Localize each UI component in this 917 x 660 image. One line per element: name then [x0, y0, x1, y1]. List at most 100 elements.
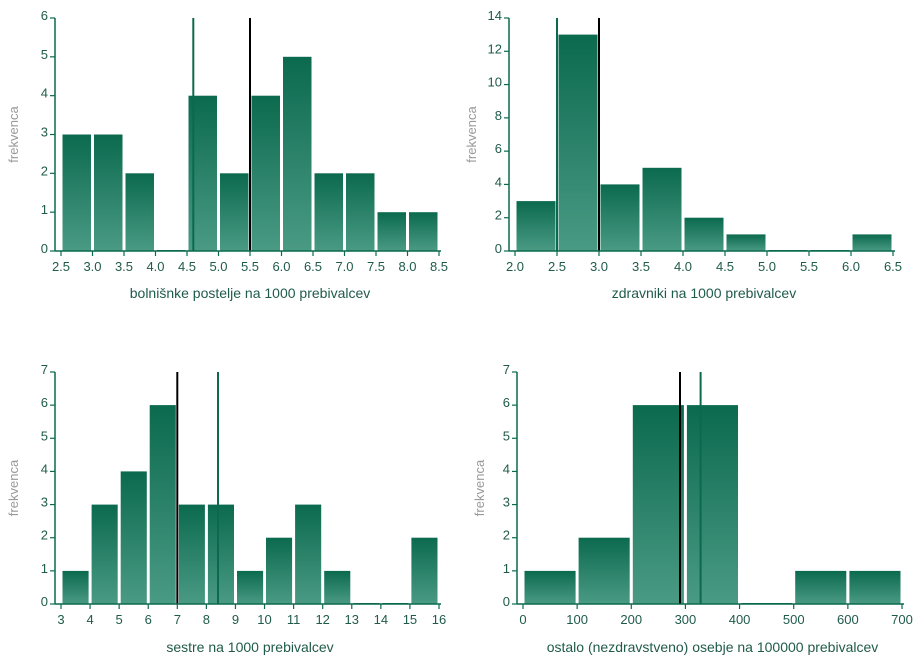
histogram-bar	[62, 134, 91, 251]
histogram-bar	[684, 217, 724, 251]
y-axis-title: frekvenca	[464, 106, 479, 163]
y-tick-label: 7	[503, 362, 510, 377]
x-tick-label: 8	[203, 612, 210, 627]
histogram-bar	[120, 471, 147, 604]
histogram-bar	[516, 201, 556, 251]
x-tick-label: 100	[566, 612, 588, 627]
y-tick-label: 5	[41, 428, 48, 443]
histogram-bar	[207, 504, 234, 604]
x-tick-label: 4.0	[674, 259, 692, 274]
y-tick-label: 1	[503, 561, 510, 576]
histogram-bar	[314, 173, 343, 251]
y-tick-label: 1	[41, 202, 48, 217]
y-tick-label: 4	[495, 174, 502, 189]
histogram-bar	[125, 173, 154, 251]
x-tick-label: 3.5	[115, 259, 133, 274]
x-tick-label: 7.5	[367, 259, 385, 274]
histogram-bar	[62, 570, 89, 604]
histogram-bar	[149, 405, 176, 604]
histogram-bar	[91, 504, 118, 604]
x-tick-label: 6.5	[304, 259, 322, 274]
y-tick-label: 1	[41, 561, 48, 576]
histogram-bar	[324, 570, 351, 604]
y-tick-label: 0	[41, 594, 48, 609]
y-tick-label: 3	[41, 125, 48, 140]
histogram-bar	[600, 184, 640, 251]
x-axis-title: ostalo (nezdravstveno) osebje na 100000 …	[547, 639, 879, 655]
x-tick-label: 2.0	[506, 259, 524, 274]
y-tick-label: 6	[495, 141, 502, 156]
histogram-bar	[411, 537, 438, 604]
x-tick-label: 15	[403, 612, 417, 627]
x-axis-title: zdravniki na 1000 prebivalcev	[612, 285, 796, 301]
y-tick-label: 5	[41, 47, 48, 62]
histogram-bar	[726, 234, 766, 251]
x-tick-label: 4.5	[178, 259, 196, 274]
x-tick-label: 2.5	[548, 259, 566, 274]
x-tick-label: 500	[783, 612, 805, 627]
x-tick-label: 700	[891, 612, 913, 627]
y-tick-label: 6	[503, 395, 510, 410]
x-tick-label: 8.5	[430, 259, 448, 274]
histogram-bar	[237, 570, 264, 604]
y-tick-label: 0	[503, 594, 510, 609]
x-tick-label: 10	[257, 612, 271, 627]
x-tick-label: 5.0	[758, 259, 776, 274]
histogram-bar	[849, 570, 901, 604]
y-tick-label: 8	[495, 108, 502, 123]
histogram-bar	[409, 212, 438, 251]
x-axis-title: sestre na 1000 prebivalcev	[166, 639, 333, 655]
y-tick-label: 6	[41, 395, 48, 410]
y-tick-label: 2	[41, 528, 48, 543]
histogram-bar	[283, 56, 312, 251]
x-tick-label: 6.5	[884, 259, 902, 274]
y-tick-label: 3	[41, 495, 48, 510]
x-tick-label: 12	[315, 612, 329, 627]
x-tick-label: 6.0	[272, 259, 290, 274]
y-tick-label: 4	[503, 461, 510, 476]
x-tick-label: 300	[675, 612, 697, 627]
histogram-bar	[686, 405, 738, 604]
histogram-bar	[266, 537, 293, 604]
x-tick-label: 3.5	[632, 259, 650, 274]
histogram-bar	[578, 537, 630, 604]
histogram-bar	[220, 173, 249, 251]
histogram-panel-4: 0 1 2 3 4 5 6 7 0 100 200 300 400 500 600 700 ostalo (ne…	[472, 362, 913, 655]
x-tick-label: 4.0	[146, 259, 164, 274]
y-tick-label: 6	[41, 8, 48, 23]
histogram-bar	[346, 173, 375, 251]
x-tick-label: 11	[287, 612, 301, 627]
y-tick-label: 5	[503, 428, 510, 443]
x-tick-label: 13	[345, 612, 359, 627]
y-tick-label: 10	[488, 75, 502, 90]
y-tick-label: 2	[503, 528, 510, 543]
histogram-bar	[852, 234, 892, 251]
x-tick-label: 5.5	[800, 259, 818, 274]
histogram-bar	[94, 134, 123, 251]
x-tick-label: 3	[57, 612, 64, 627]
x-tick-label: 3.0	[83, 259, 101, 274]
y-tick-label: 2	[495, 208, 502, 223]
x-tick-label: 3.0	[590, 259, 608, 274]
histogram-panel-1: 0 1 2 3 4 5 6 2.5 3.0 3.5 4.0 4.5 5.0 5.5 6.0 6.5 7.0 7.5…	[6, 8, 448, 301]
x-tick-label: 5	[116, 612, 123, 627]
y-tick-label: 0	[41, 241, 48, 256]
x-tick-label: 400	[729, 612, 751, 627]
x-tick-label: 200	[620, 612, 642, 627]
y-tick-label: 4	[41, 461, 48, 476]
y-axis-title: frekvenca	[472, 459, 487, 516]
x-axis-title: bolnišnke postelje na 1000 prebivalcev	[130, 285, 371, 301]
x-tick-label: 7	[174, 612, 181, 627]
x-tick-label: 4	[86, 612, 93, 627]
histogram-bar	[251, 95, 280, 251]
histogram-bar	[632, 405, 684, 604]
y-tick-label: 3	[503, 495, 510, 510]
y-axis-title: frekvenca	[6, 106, 21, 163]
histogram-bar	[377, 212, 406, 251]
y-tick-label: 7	[41, 362, 48, 377]
histogram-bar	[558, 34, 598, 251]
histogram-bar	[524, 570, 576, 604]
x-tick-label: 5.5	[241, 259, 259, 274]
x-tick-label: 600	[837, 612, 859, 627]
